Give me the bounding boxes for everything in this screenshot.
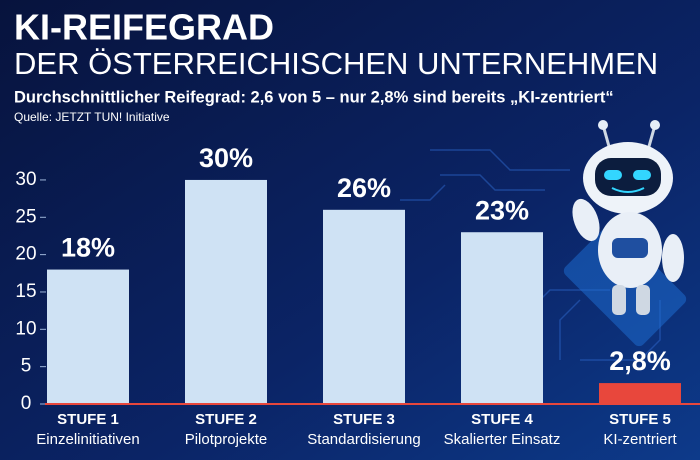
y-tick-label: 0 — [21, 393, 32, 414]
y-tick-label: 15 — [15, 281, 36, 302]
x-tick-label: KI-zentriert — [603, 431, 677, 448]
chart-title: KI-REIFEGRAD — [14, 7, 274, 48]
bar — [461, 232, 543, 404]
x-tick-label: STUFE 5 — [609, 411, 671, 428]
value-label: 23% — [475, 195, 529, 225]
x-tick-label: Pilotprojekte — [185, 431, 268, 448]
y-tick-label: 25 — [15, 206, 36, 227]
x-tick-label: Standardisierung — [307, 431, 420, 448]
x-tick-label: STUFE 4 — [471, 411, 533, 428]
x-tick-label: STUFE 3 — [333, 411, 395, 428]
y-tick-label: 10 — [15, 318, 36, 339]
robot — [563, 120, 687, 347]
chart-subtitle: DER ÖSTERREICHISCHEN UNTERNEHMEN — [14, 46, 658, 81]
x-tick-label: STUFE 1 — [57, 411, 119, 428]
x-tick-label: STUFE 2 — [195, 411, 257, 428]
chart-description: Durchschnittlicher Reifegrad: 2,6 von 5 … — [14, 88, 614, 106]
bar — [323, 209, 405, 404]
bar — [599, 383, 681, 404]
value-label: 26% — [337, 173, 391, 203]
x-tick-label: Einzelinitiativen — [36, 431, 139, 448]
bar — [47, 269, 129, 404]
chart-source: Quelle: JETZT TUN! Initiative — [14, 110, 170, 124]
bar — [185, 179, 267, 404]
value-label: 2,8% — [609, 346, 671, 376]
y-tick-label: 30 — [15, 169, 36, 190]
y-tick-label: 20 — [15, 244, 36, 265]
x-tick-label: Skalierter Einsatz — [444, 431, 561, 448]
y-tick-label: 5 — [21, 356, 32, 377]
value-label: 30% — [199, 143, 253, 173]
value-label: 18% — [61, 233, 115, 263]
